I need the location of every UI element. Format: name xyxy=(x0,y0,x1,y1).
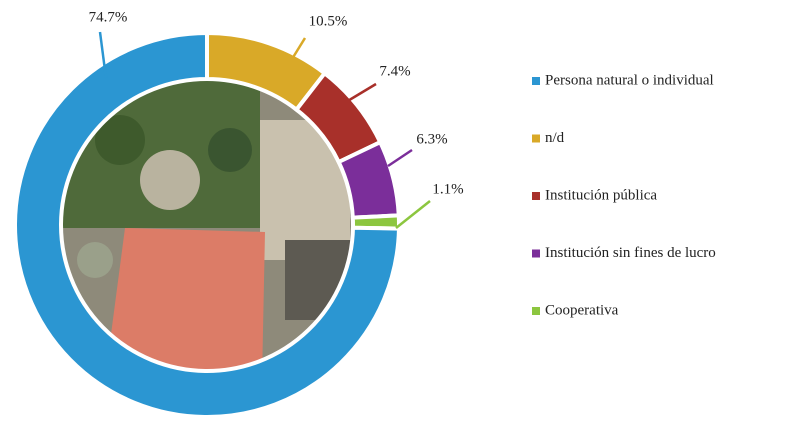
donut-slice xyxy=(13,30,402,419)
data-label: 1.1% xyxy=(432,181,463,197)
legend-swatch xyxy=(532,307,540,315)
data-label: 10.5% xyxy=(309,13,348,29)
center-photo xyxy=(62,80,352,370)
data-label: 7.4% xyxy=(379,63,410,79)
data-label: 6.3% xyxy=(416,131,447,147)
legend: Persona natural o individual n/d Instituci… xyxy=(532,72,716,318)
legend-swatch xyxy=(532,249,540,258)
legend-swatch xyxy=(532,77,540,85)
legend-label: Persona natural o individual xyxy=(545,72,714,88)
legend-label: n/d xyxy=(545,130,565,146)
legend-label: Institución pública xyxy=(545,187,657,203)
leader-line xyxy=(282,37,307,73)
leader-line xyxy=(98,31,108,79)
legend-swatch xyxy=(532,192,540,200)
legend-label: Institución sin fines de lucro xyxy=(545,245,716,261)
leader-line xyxy=(395,200,431,229)
leader-line xyxy=(345,82,377,104)
leader-line xyxy=(387,148,413,168)
legend-label: Cooperativa xyxy=(545,302,619,318)
legend-swatch xyxy=(532,134,540,143)
data-label: 74.7% xyxy=(89,9,128,25)
